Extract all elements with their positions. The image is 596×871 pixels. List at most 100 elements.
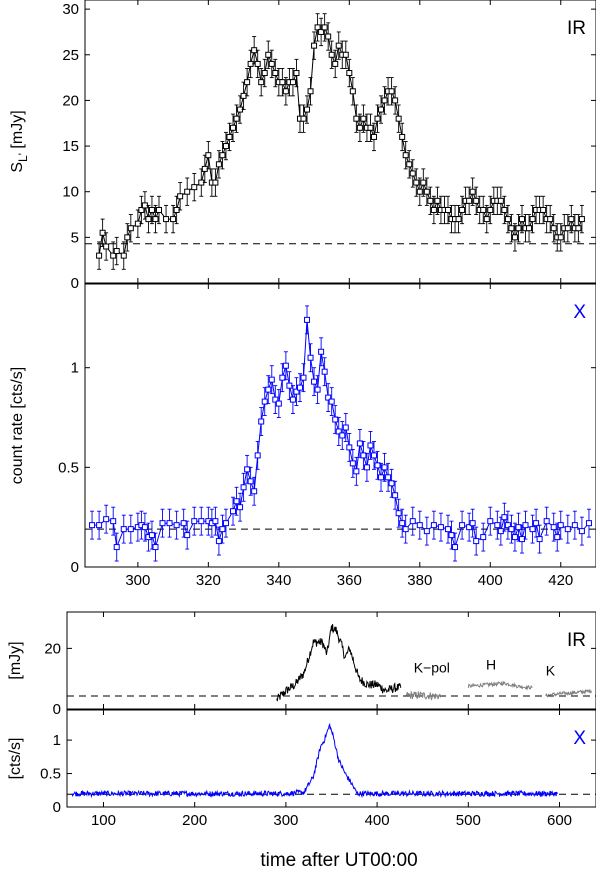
data-point bbox=[247, 478, 254, 485]
data-point bbox=[342, 51, 349, 58]
data-point bbox=[222, 520, 229, 527]
data-point bbox=[564, 526, 571, 533]
data-point bbox=[374, 115, 381, 122]
data-point bbox=[325, 33, 332, 40]
data-point bbox=[515, 225, 522, 232]
x-tick-label: 340 bbox=[266, 572, 291, 589]
plot-frame bbox=[66, 709, 596, 808]
data-point bbox=[335, 42, 342, 49]
series-3-line bbox=[467, 680, 533, 691]
plot-area bbox=[67, 623, 596, 702]
data-point bbox=[184, 532, 191, 539]
data-point bbox=[469, 520, 476, 527]
data-point bbox=[543, 518, 550, 525]
data-point bbox=[504, 522, 511, 529]
y-tick-label: 20 bbox=[62, 92, 79, 109]
data-point bbox=[300, 374, 307, 381]
data-point bbox=[395, 510, 402, 517]
data-point bbox=[293, 388, 300, 395]
data-point bbox=[289, 396, 296, 403]
data-point bbox=[434, 197, 441, 204]
data-point bbox=[230, 124, 237, 131]
y-tick-label: 0 bbox=[71, 559, 79, 576]
y-tick-label: 15 bbox=[62, 138, 79, 155]
data-point bbox=[110, 518, 117, 525]
annotation-label: K−pol bbox=[414, 660, 450, 676]
data-point bbox=[103, 516, 110, 523]
data-point bbox=[522, 522, 529, 529]
data-point bbox=[526, 225, 533, 232]
data-point bbox=[304, 106, 311, 113]
data-point bbox=[406, 161, 413, 168]
data-point bbox=[497, 197, 504, 204]
data-point bbox=[339, 432, 346, 439]
data-point bbox=[501, 514, 508, 521]
data-point bbox=[381, 464, 388, 471]
data-point bbox=[258, 79, 265, 86]
data-point bbox=[367, 442, 374, 449]
data-point bbox=[279, 79, 286, 86]
x-tick-label: 500 bbox=[456, 812, 481, 829]
data-point bbox=[237, 504, 244, 511]
data-point bbox=[402, 526, 409, 533]
y-axis-title: [mJy] bbox=[7, 641, 24, 679]
data-point bbox=[494, 522, 501, 529]
y-tick-label: 1 bbox=[71, 360, 79, 377]
data-point bbox=[420, 179, 427, 186]
data-point bbox=[363, 464, 370, 471]
data-point bbox=[321, 368, 328, 375]
data-point bbox=[279, 374, 286, 381]
data-point bbox=[444, 206, 451, 213]
data-point bbox=[349, 88, 356, 95]
data-point bbox=[265, 386, 272, 393]
data-point bbox=[180, 520, 187, 527]
data-point bbox=[423, 188, 430, 195]
data-point bbox=[254, 60, 261, 67]
x-tick-label: 420 bbox=[548, 572, 573, 589]
data-point bbox=[342, 424, 349, 431]
data-point bbox=[212, 518, 219, 525]
data-point bbox=[272, 396, 279, 403]
data-point bbox=[205, 152, 212, 159]
data-point bbox=[452, 544, 459, 551]
data-point bbox=[360, 115, 367, 122]
plot-area bbox=[85, 305, 596, 562]
data-point bbox=[219, 152, 226, 159]
data-point bbox=[353, 115, 360, 122]
data-point bbox=[399, 520, 406, 527]
data-point bbox=[346, 444, 353, 451]
data-point bbox=[113, 544, 120, 551]
data-point bbox=[335, 428, 342, 435]
panel-tag: IR bbox=[567, 18, 586, 39]
data-point bbox=[300, 115, 307, 122]
data-point bbox=[124, 234, 131, 241]
y-axis-title-main: S bbox=[9, 162, 26, 173]
data-point bbox=[444, 526, 451, 533]
y-tick-label: 20 bbox=[44, 640, 61, 657]
data-point bbox=[261, 70, 268, 77]
panel-tag: X bbox=[573, 728, 586, 749]
data-point bbox=[511, 534, 518, 541]
x-tick-label: 200 bbox=[182, 812, 207, 829]
y-axis-title-sub: L' bbox=[16, 153, 30, 162]
data-point bbox=[163, 216, 170, 223]
data-point bbox=[360, 452, 367, 459]
data-point bbox=[328, 398, 335, 405]
data-point bbox=[233, 115, 240, 122]
data-point bbox=[353, 468, 360, 475]
data-point bbox=[296, 384, 303, 391]
data-point bbox=[430, 522, 437, 529]
data-point bbox=[148, 206, 155, 213]
data-point bbox=[529, 216, 536, 223]
data-point bbox=[378, 106, 385, 113]
data-point bbox=[215, 161, 222, 168]
data-point bbox=[423, 528, 430, 535]
data-point bbox=[540, 206, 547, 213]
panel-tag: IR bbox=[567, 630, 586, 651]
data-point bbox=[399, 133, 406, 140]
data-point bbox=[156, 206, 163, 213]
data-point bbox=[515, 524, 522, 531]
data-point bbox=[170, 216, 177, 223]
y-axis-title: SL' [mJy] bbox=[9, 110, 30, 172]
data-point bbox=[233, 498, 240, 505]
